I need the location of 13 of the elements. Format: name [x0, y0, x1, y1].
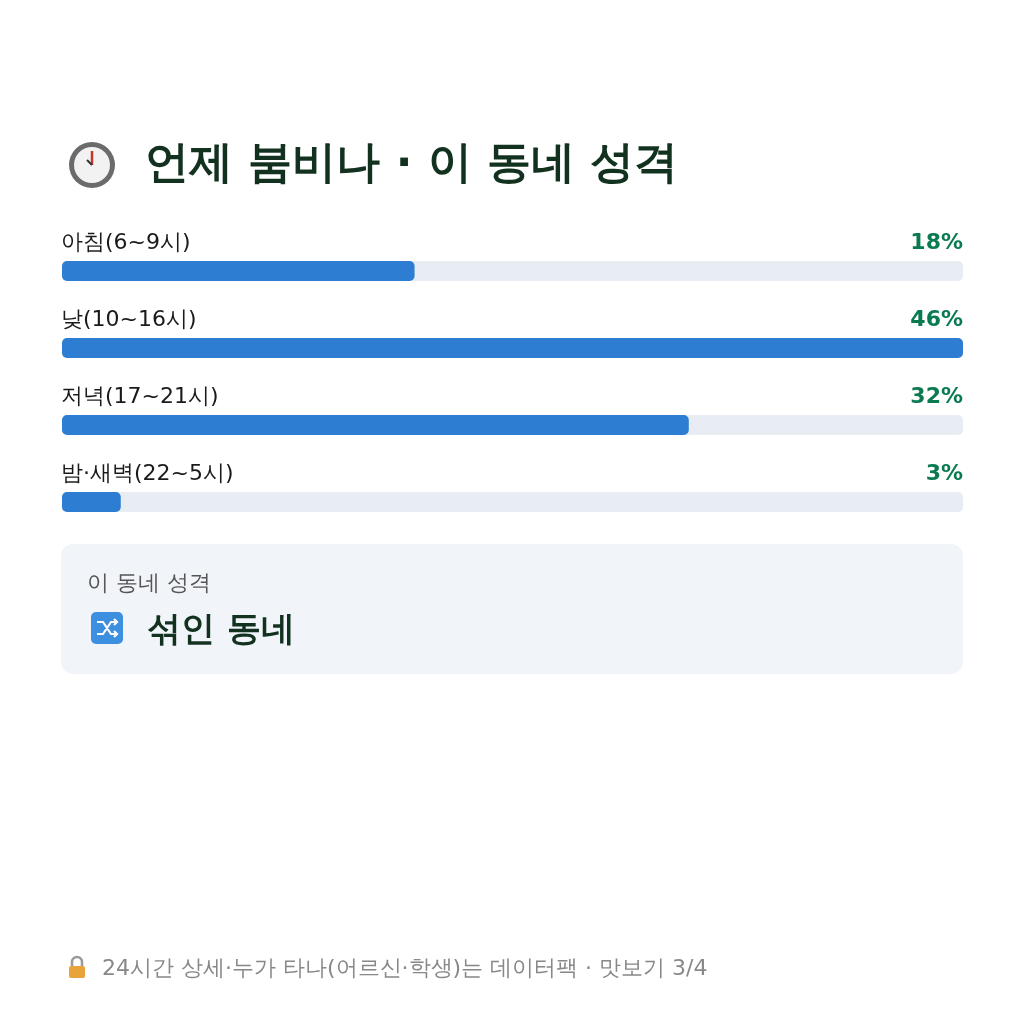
y-tick-label: 아침(6~9시) [61, 228, 191, 254]
bar [62, 492, 121, 512]
data-label: 3% [925, 460, 963, 485]
y-tick-label: 밤·새벽(22~5시) [61, 459, 234, 485]
y-tick-label: 저녁(17~21시) [61, 382, 219, 408]
data-label: 32% [910, 383, 963, 408]
data-label: 46% [910, 306, 963, 331]
y-tick-label: 낮(10~16시) [61, 305, 197, 331]
text: 24시간 상세·누가 타나(어르신·학생)는 데이터팩 · 맛보기 3/4 [102, 954, 708, 982]
chart-title: 언제 붐비나 · 이 동네 성격 [145, 135, 679, 189]
text: 이 동네 성격 [87, 569, 211, 597]
text: 섞인 동네 [147, 607, 295, 650]
data-label: 18% [910, 229, 963, 254]
